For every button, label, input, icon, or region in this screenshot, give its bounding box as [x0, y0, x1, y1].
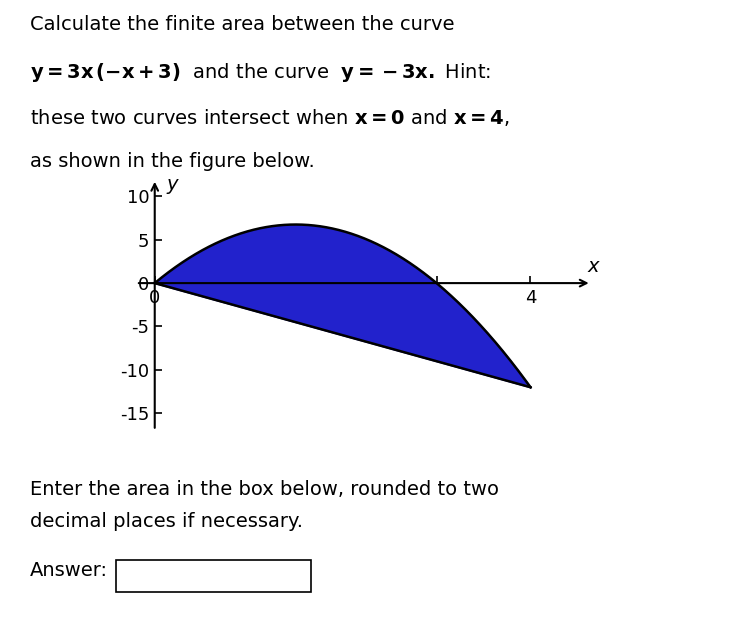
Text: $\mathbf{y=3x\,(-x+3)}$  and the curve  $\mathbf{y=-3x}$$\mathbf{.}$ Hint:: $\mathbf{y=3x\,(-x+3)}$ and the curve $\… — [30, 61, 491, 84]
Text: $y$: $y$ — [166, 177, 180, 196]
FancyBboxPatch shape — [116, 560, 311, 592]
Text: these two curves intersect when $\mathbf{x=0}$ and $\mathbf{x=4}$,: these two curves intersect when $\mathbf… — [30, 107, 509, 128]
Text: as shown in the figure below.: as shown in the figure below. — [30, 152, 315, 171]
Text: Answer:: Answer: — [30, 561, 108, 580]
Text: $x$: $x$ — [586, 257, 601, 276]
Text: Enter the area in the box below, rounded to two: Enter the area in the box below, rounded… — [30, 480, 499, 499]
Text: Calculate the finite area between the curve: Calculate the finite area between the cu… — [30, 15, 454, 34]
Text: decimal places if necessary.: decimal places if necessary. — [30, 512, 303, 531]
